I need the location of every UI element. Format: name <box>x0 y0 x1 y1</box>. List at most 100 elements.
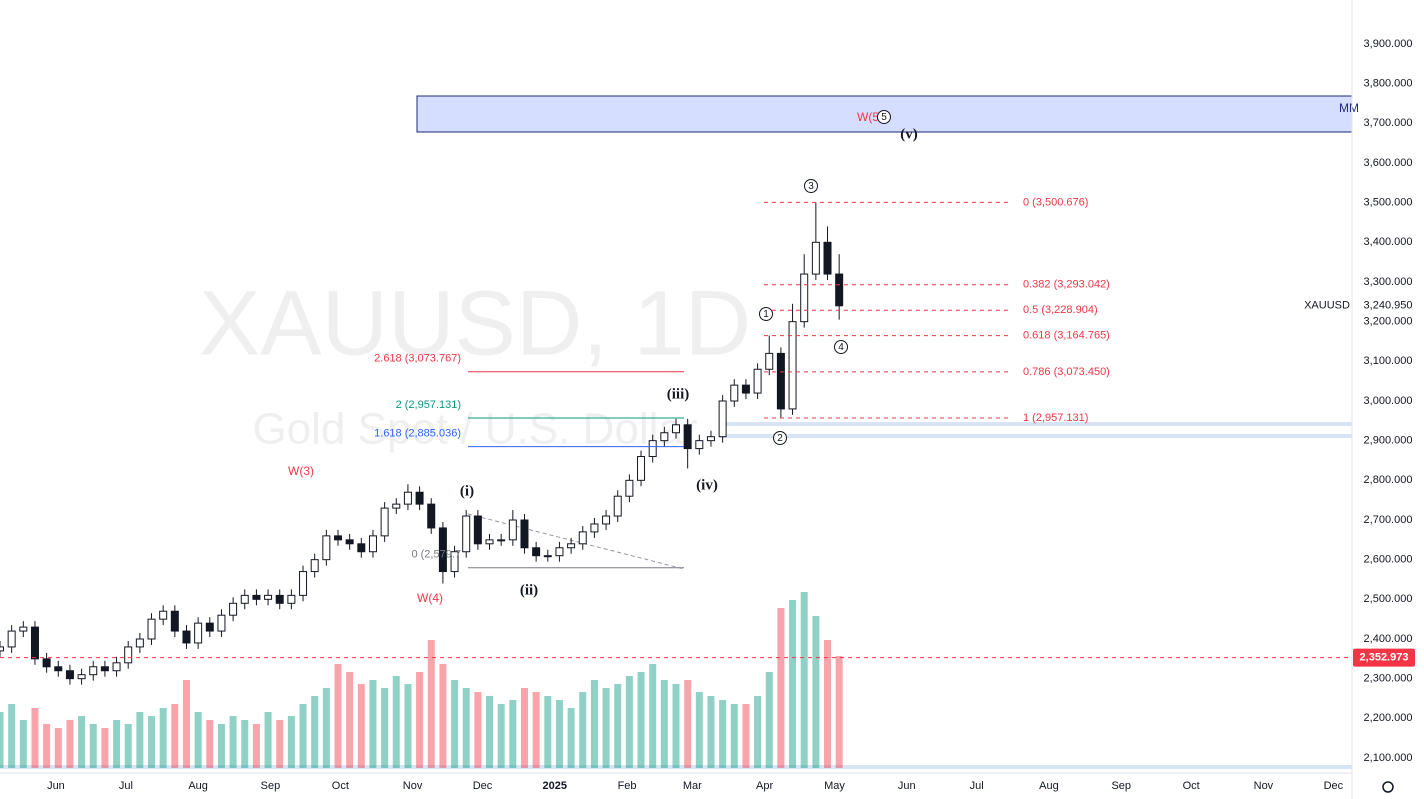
volume-bar <box>43 724 51 768</box>
volume-bar <box>812 616 820 768</box>
volume-bar <box>101 728 109 768</box>
y-tick-label: 2,200.000 <box>1364 712 1413 724</box>
volume-bar <box>136 712 144 768</box>
volume-bar <box>451 680 459 768</box>
volume-bar <box>334 664 342 768</box>
volume-bar <box>287 716 295 768</box>
candle-body <box>100 666 109 672</box>
volume-bar <box>171 704 179 768</box>
x-tick-label: Oct <box>1183 780 1200 792</box>
wave-circle <box>759 307 773 321</box>
fib-label: 2.618 (3,073.767) <box>374 353 461 365</box>
fib-label: 2 (2,957.131) <box>396 399 461 411</box>
price-tag <box>1353 648 1415 667</box>
y-tick-label: 2,700.000 <box>1364 514 1413 526</box>
candle-body <box>427 503 436 529</box>
volume-bar <box>54 728 62 768</box>
target-zone <box>416 95 1353 133</box>
wave-circle <box>773 431 787 445</box>
candle-body <box>299 571 308 596</box>
volume-bar <box>113 720 121 768</box>
candle-body <box>718 400 727 438</box>
candle-body <box>194 622 203 644</box>
volume-bar <box>474 692 482 768</box>
x-tick-label: Jul <box>119 780 133 792</box>
symbol-label: XAUUSD <box>1304 299 1350 311</box>
y-tick-label: 3,400.000 <box>1364 236 1413 248</box>
last-price-label: 3,240.950 <box>1364 299 1413 311</box>
candle-body <box>170 610 179 632</box>
y-tick-label: 2,500.000 <box>1364 593 1413 605</box>
volume-bar <box>765 672 773 768</box>
volume-bar <box>660 680 668 768</box>
volume-bar <box>241 720 249 768</box>
x-tick-label: Nov <box>403 780 423 792</box>
fib-label: 0.786 (3,073.450) <box>1023 366 1110 378</box>
candle-body <box>835 273 844 307</box>
wave-label: (iii) <box>667 386 690 402</box>
candle-body <box>438 527 447 573</box>
x-tick-label: Jun <box>47 780 65 792</box>
y-tick-label: 3,900.000 <box>1364 38 1413 50</box>
candle-body <box>788 321 797 410</box>
candle-body <box>19 626 28 632</box>
candle-body <box>240 594 249 604</box>
volume-bar <box>800 592 808 768</box>
candle-body <box>205 622 214 632</box>
candle-body <box>450 551 459 573</box>
candle-body <box>497 539 506 542</box>
volume-bar <box>637 672 645 768</box>
volume-bar <box>555 700 563 768</box>
candle-body <box>229 602 238 616</box>
candle-body <box>42 658 51 668</box>
volume-bar <box>194 712 202 768</box>
candle-body <box>322 535 331 561</box>
candle-body <box>823 241 832 275</box>
volume-bar <box>322 688 330 768</box>
fib-label: 1 (2,957.131) <box>1023 412 1088 424</box>
volume-bar <box>229 716 237 768</box>
x-tick-label: Apr <box>756 780 773 792</box>
volume-bar <box>824 640 832 768</box>
volume-bar <box>0 712 4 768</box>
volume-bar <box>148 716 156 768</box>
candle-body <box>695 440 704 450</box>
y-tick-label: 2,100.000 <box>1364 752 1413 764</box>
candle-body <box>252 594 261 600</box>
candle-body <box>660 432 669 442</box>
candle-body <box>765 352 774 370</box>
wave-label: W(5 <box>857 110 879 124</box>
candle-body <box>357 543 366 553</box>
x-tick-label: Dec <box>473 780 493 792</box>
y-tick-label: 3,200.000 <box>1364 316 1413 328</box>
wave-label: W(3) <box>288 464 314 478</box>
volume-bar <box>486 696 494 768</box>
candle-body <box>567 543 576 549</box>
candle-body <box>648 440 657 458</box>
volume-bar <box>416 672 424 768</box>
watermark-sub: Gold Spot / U.S. Dollar <box>252 405 697 454</box>
settings-icon[interactable] <box>1382 781 1394 793</box>
volume-bar <box>264 712 272 768</box>
volume-bar <box>695 692 703 768</box>
candle-body <box>811 241 820 275</box>
candle-body <box>520 519 529 549</box>
fib-label: 0.618 (3,164.765) <box>1023 330 1110 342</box>
volume-bar <box>462 688 470 768</box>
candle-body <box>730 384 739 402</box>
y-tick-label: 2,900.000 <box>1364 435 1413 447</box>
support-band <box>0 765 1352 769</box>
y-tick-label: 3,300.000 <box>1364 276 1413 288</box>
volume-bar <box>614 684 622 768</box>
volume-bar <box>602 688 610 768</box>
wave-circle <box>834 340 848 354</box>
candle-body <box>0 646 4 652</box>
candle-body <box>77 674 86 680</box>
settings-icon[interactable] <box>1382 781 1394 793</box>
volume-bar <box>509 700 517 768</box>
candle-body <box>30 626 39 660</box>
volume-bar <box>649 664 657 768</box>
candle-body <box>345 539 354 545</box>
fib-label: 1.618 (2,885.036) <box>374 428 461 440</box>
